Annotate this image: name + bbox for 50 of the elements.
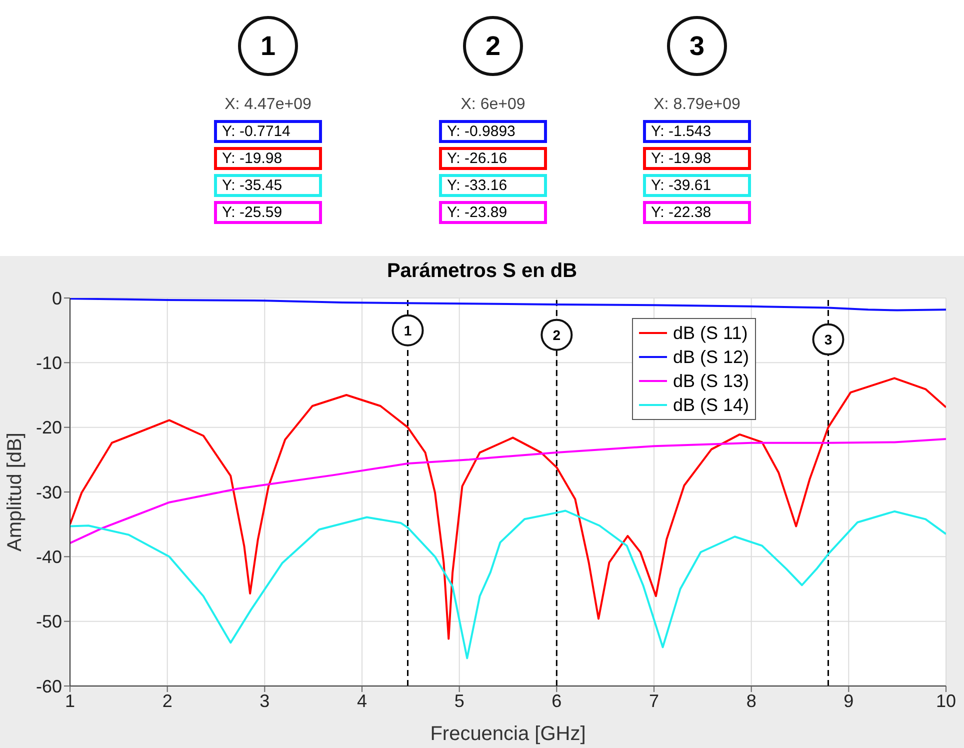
x-axis-title: Frecuencia [GHz] <box>430 723 586 745</box>
circled-number: 3 <box>812 323 844 356</box>
text: Y: -33.16 <box>439 174 547 197</box>
text: Y: -19.98 <box>643 147 751 170</box>
y-tick-label: -30 <box>36 482 62 502</box>
x-tick-label: 3 <box>260 690 270 711</box>
x-tick-label: 8 <box>746 690 756 711</box>
x-tick-label: 9 <box>844 690 854 711</box>
y-tick-label: 0 <box>52 288 62 308</box>
legend-label: dB (S 13) <box>673 370 750 392</box>
text: Y: -22.38 <box>643 201 751 224</box>
x-tick-label: 6 <box>552 690 562 711</box>
x-tick-label: 1 <box>64 690 76 711</box>
y-tick-label: -60 <box>36 676 62 696</box>
y-tick-label: -10 <box>36 353 62 374</box>
chart-title: Parámetros S en dB <box>386 260 578 283</box>
text: Y: -0.9893 <box>439 120 547 143</box>
x-tick-label: 5 <box>454 690 464 711</box>
annotation: 3 <box>824 331 832 348</box>
legend-label: dB (S 11) <box>673 322 748 344</box>
legend-label: dB (S 14) <box>673 394 750 416</box>
y-axis-title: Amplitud [dB] <box>4 432 26 552</box>
y-tick-label: -20 <box>36 418 62 438</box>
text: Y: -39.61 <box>643 174 751 197</box>
x-tick-label: 4 <box>356 690 368 711</box>
y-tick-label: -40 <box>36 547 62 568</box>
text: Y: -25.59 <box>214 201 322 224</box>
text: X: 6e+09 <box>460 96 526 115</box>
circled-number: 1 <box>392 314 424 346</box>
circled-number: 2 <box>463 16 523 76</box>
text: Y: -23.89 <box>439 201 547 224</box>
text: Y: -19.98 <box>214 147 322 170</box>
circled-number: 1 <box>238 16 298 76</box>
text: X: 8.79e+09 <box>652 96 742 115</box>
legend-label: dB (S 12) <box>673 346 750 368</box>
annotation: 2 <box>552 326 561 343</box>
annotation: 1 <box>404 322 412 338</box>
text: Y: -26.16 <box>439 147 547 170</box>
x-tick-label: 10 <box>936 690 956 711</box>
circled-number: 3 <box>667 16 727 76</box>
text: Y: -0.7714 <box>214 120 322 143</box>
y-tick-label: -50 <box>36 612 62 632</box>
text: Y: -35.45 <box>214 174 322 197</box>
circled-number: 2 <box>540 318 573 351</box>
x-tick-label: 7 <box>648 690 660 711</box>
line-series <box>70 438 946 544</box>
text: X: 4.47e+09 <box>224 96 312 115</box>
line-series <box>70 510 946 660</box>
x-tick-label: 2 <box>162 690 172 711</box>
text: Y: -1.543 <box>643 120 751 143</box>
